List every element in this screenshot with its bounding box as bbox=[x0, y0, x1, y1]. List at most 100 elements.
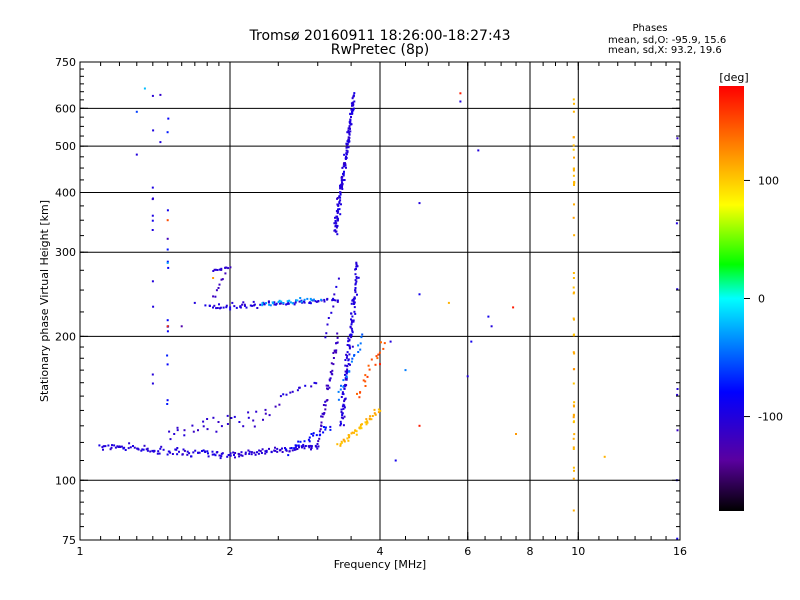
data-point bbox=[248, 450, 251, 453]
data-point bbox=[394, 459, 397, 462]
data-point bbox=[230, 417, 233, 419]
data-point bbox=[380, 341, 382, 344]
data-point bbox=[299, 297, 302, 299]
data-point bbox=[351, 345, 354, 348]
data-point bbox=[341, 391, 344, 394]
data-point bbox=[351, 431, 354, 434]
data-point bbox=[334, 229, 337, 232]
data-point bbox=[324, 404, 327, 407]
data-point bbox=[322, 413, 325, 416]
data-point bbox=[346, 370, 349, 373]
data-point bbox=[329, 371, 332, 373]
data-point bbox=[353, 431, 355, 434]
data-point bbox=[287, 454, 290, 457]
data-point bbox=[285, 393, 288, 396]
y-tick-label: 750 bbox=[55, 56, 76, 69]
data-point bbox=[265, 302, 267, 305]
data-point bbox=[216, 307, 219, 309]
data-point bbox=[374, 413, 377, 416]
data-point bbox=[260, 452, 263, 454]
data-point bbox=[345, 166, 347, 169]
data-point bbox=[572, 272, 575, 274]
data-point bbox=[572, 446, 575, 449]
data-point bbox=[267, 301, 270, 304]
data-point bbox=[331, 369, 334, 372]
data-point bbox=[102, 445, 105, 448]
data-point bbox=[346, 344, 349, 346]
chart-title: Tromsø 20160911 18:26:00-18:27:43 bbox=[249, 28, 511, 44]
data-point bbox=[353, 297, 356, 300]
data-point bbox=[351, 97, 354, 100]
data-point bbox=[340, 422, 342, 425]
data-point bbox=[345, 384, 348, 387]
data-point bbox=[323, 298, 326, 301]
data-point bbox=[355, 277, 358, 280]
data-point bbox=[335, 226, 338, 229]
x-tick-label: 10 bbox=[571, 545, 585, 558]
data-point bbox=[572, 216, 575, 219]
data-point bbox=[572, 382, 575, 385]
data-point bbox=[213, 453, 216, 456]
y-tick-label: 75 bbox=[62, 534, 76, 547]
data-point bbox=[324, 426, 327, 429]
data-point bbox=[204, 304, 207, 307]
data-point bbox=[346, 354, 349, 357]
data-point bbox=[376, 357, 379, 360]
data-point bbox=[355, 261, 358, 264]
data-point bbox=[220, 267, 223, 270]
data-point bbox=[316, 443, 319, 445]
data-point bbox=[345, 155, 347, 158]
data-point bbox=[226, 414, 229, 417]
data-point bbox=[132, 445, 134, 447]
data-point bbox=[145, 448, 148, 451]
data-point bbox=[341, 414, 344, 417]
data-point bbox=[351, 299, 354, 302]
data-point bbox=[247, 449, 250, 452]
data-point bbox=[573, 156, 575, 159]
data-point bbox=[329, 425, 332, 428]
data-point bbox=[375, 355, 378, 358]
data-point bbox=[351, 329, 354, 332]
data-point bbox=[353, 354, 356, 356]
data-point bbox=[676, 537, 679, 540]
data-point bbox=[241, 303, 244, 306]
data-point bbox=[336, 224, 339, 227]
data-point bbox=[212, 270, 215, 272]
data-point bbox=[226, 455, 229, 458]
data-point bbox=[339, 184, 341, 187]
data-point bbox=[197, 429, 199, 432]
data-point bbox=[345, 152, 348, 155]
data-point bbox=[343, 400, 346, 403]
data-point bbox=[222, 306, 225, 309]
data-point bbox=[308, 440, 311, 443]
data-point bbox=[344, 162, 346, 165]
data-point bbox=[350, 360, 353, 363]
data-point bbox=[289, 391, 292, 394]
data-point bbox=[346, 131, 349, 134]
data-point bbox=[354, 312, 357, 315]
data-point bbox=[329, 428, 332, 431]
y-tick-label: 500 bbox=[55, 140, 76, 153]
data-point bbox=[247, 416, 250, 419]
data-point bbox=[359, 425, 362, 428]
data-point bbox=[206, 418, 209, 420]
data-point bbox=[218, 283, 221, 286]
data-point bbox=[182, 448, 185, 451]
data-point bbox=[143, 87, 146, 90]
data-point bbox=[354, 273, 357, 276]
data-point bbox=[242, 301, 245, 304]
data-point bbox=[337, 208, 339, 211]
data-point bbox=[268, 447, 270, 450]
data-point bbox=[573, 182, 576, 185]
data-point bbox=[338, 208, 341, 211]
data-point bbox=[352, 300, 355, 303]
data-point bbox=[218, 303, 220, 306]
data-point bbox=[152, 129, 155, 132]
data-point bbox=[339, 199, 342, 202]
data-point bbox=[572, 167, 575, 170]
data-point bbox=[275, 302, 278, 305]
data-point bbox=[253, 451, 256, 454]
data-point bbox=[117, 446, 120, 448]
data-point bbox=[303, 300, 305, 303]
data-point bbox=[317, 300, 320, 302]
